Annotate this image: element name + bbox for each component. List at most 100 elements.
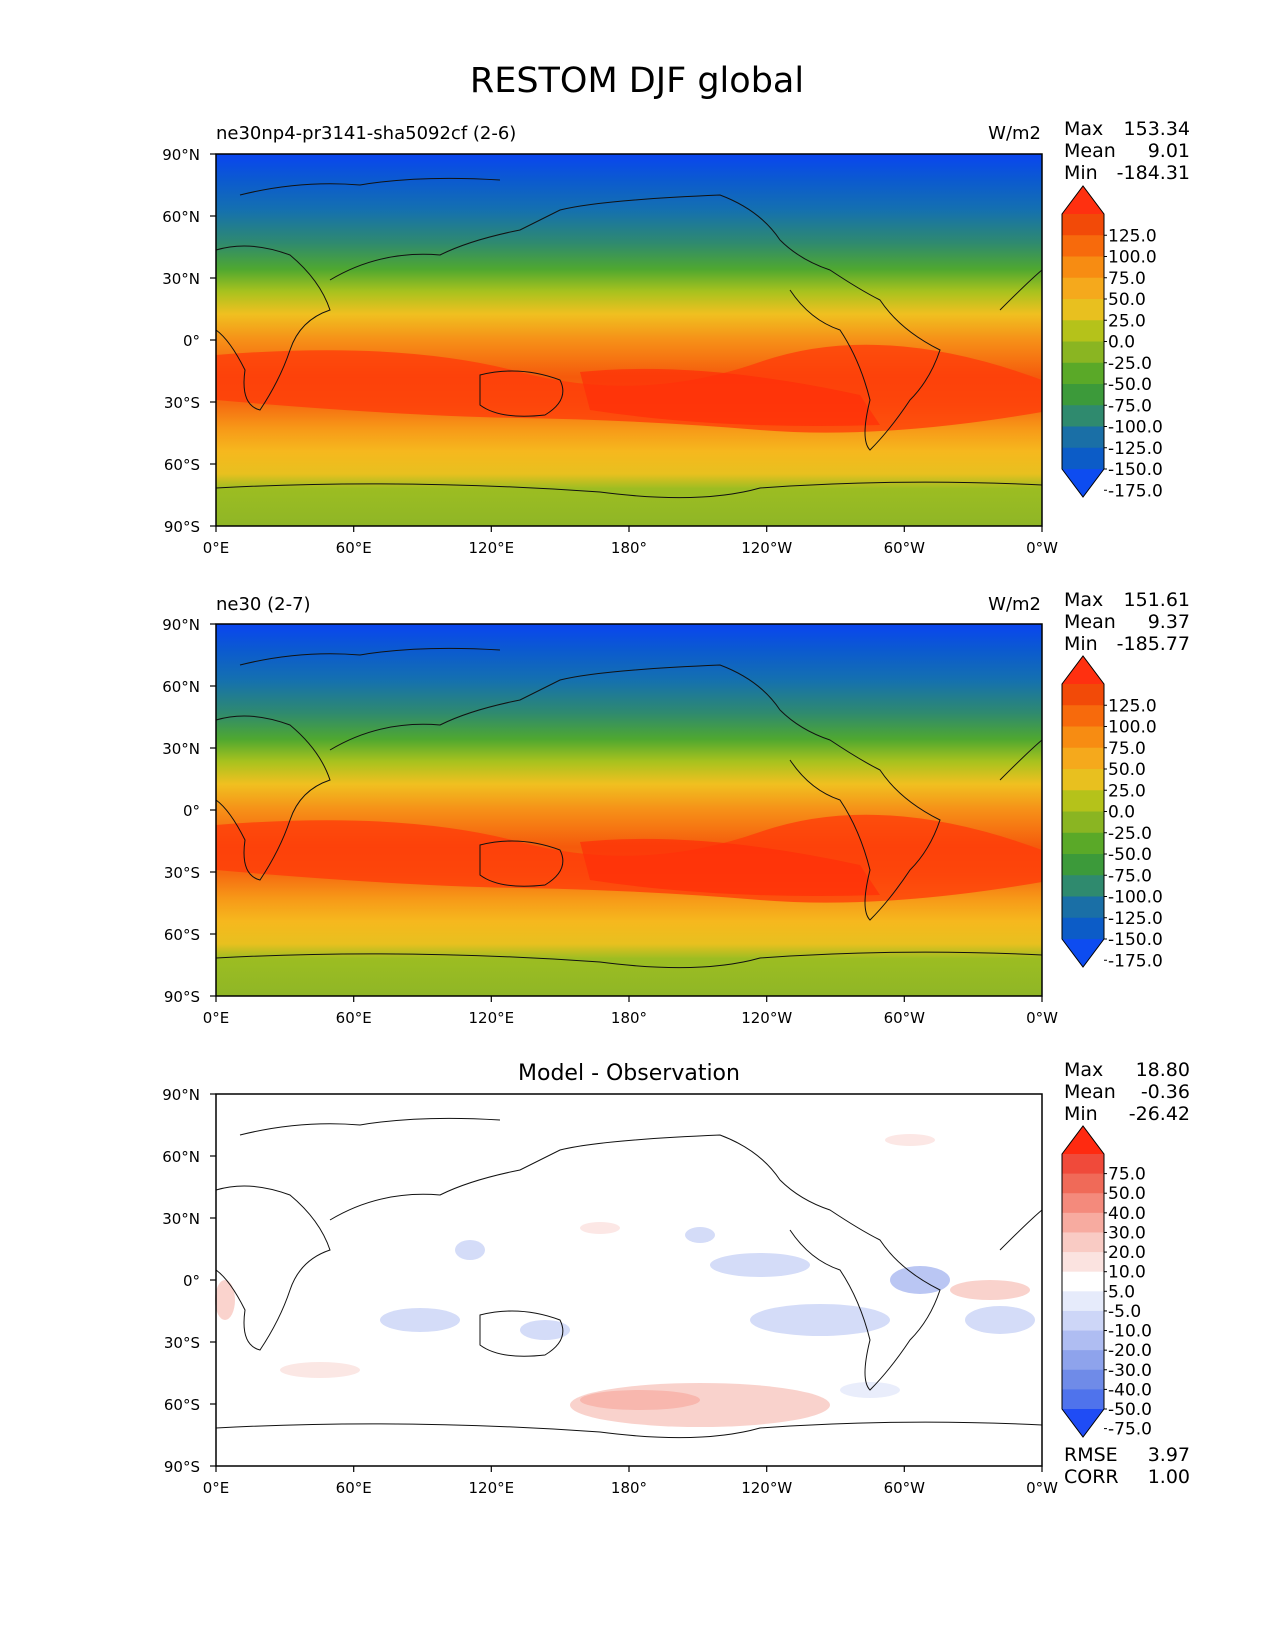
colorbar-label: -75.0 xyxy=(1108,866,1152,886)
colorbar-label: -100.0 xyxy=(1108,418,1163,438)
panel-2-lat-label: 90°N xyxy=(162,616,200,634)
colorbar-label: 125.0 xyxy=(1108,696,1157,716)
colorbar-label: -175.0 xyxy=(1108,951,1163,971)
colorbar-label: 30.0 xyxy=(1108,1223,1146,1243)
colorbar-label: -175.0 xyxy=(1108,481,1163,501)
colorbar-swatch xyxy=(1062,656,1104,684)
colorbar-label: 75.0 xyxy=(1108,1165,1146,1185)
colorbar-label: -75.0 xyxy=(1108,1420,1152,1440)
colorbar-label: 10.0 xyxy=(1108,1263,1146,1283)
colorbar-swatch xyxy=(1062,811,1104,834)
colorbar-label: -40.0 xyxy=(1108,1380,1152,1400)
colorbar-swatch xyxy=(1062,1232,1104,1253)
colorbar-swatch xyxy=(1062,1350,1104,1371)
corr-label: CORR xyxy=(1064,1466,1119,1488)
colorbar-swatch xyxy=(1062,1310,1104,1332)
panel-1-map xyxy=(215,153,1043,527)
colorbar-swatch xyxy=(1062,684,1104,706)
panel-3-lat-label: 60°N xyxy=(162,1148,200,1166)
panel-1-mean-label: Mean xyxy=(1064,140,1116,162)
panel-1-lon-label: 180° xyxy=(611,539,647,557)
colorbar-swatch xyxy=(1062,362,1104,385)
panel-3-lat-label: 90°N xyxy=(162,1086,200,1104)
colorbar-swatch xyxy=(1062,1389,1104,1410)
colorbar-label: -125.0 xyxy=(1108,439,1163,459)
panel-1-lon-label: 60°E xyxy=(336,539,372,557)
panel-1-lon-axis: 0°E 60°E 120°E 180° 120°W 60°W 0°W xyxy=(203,526,1058,557)
colorbar-label: 50.0 xyxy=(1108,290,1146,310)
panel-3: Model - Observation Max 18.80 Mean -0.36… xyxy=(162,1059,1190,1497)
panel-1-lat-label: 90°S xyxy=(164,518,200,536)
colorbar-label: -20.0 xyxy=(1108,1341,1152,1361)
colorbar-swatch xyxy=(1062,832,1104,855)
panel-3-lon-label: 120°W xyxy=(741,1479,792,1497)
colorbar-label: 25.0 xyxy=(1108,781,1146,801)
panel-3-mean-value: -0.36 xyxy=(1141,1081,1190,1103)
rmse-label: RMSE xyxy=(1064,1444,1118,1466)
panel-2-mean-label: Mean xyxy=(1064,611,1116,633)
panel-3-lon-label: 120°E xyxy=(468,1479,514,1497)
panel-1-lon-label: 120°E xyxy=(468,539,514,557)
panel-3-lon-label: 60°W xyxy=(884,1479,926,1497)
colorbar-swatch xyxy=(1062,469,1104,497)
colorbar-swatch xyxy=(1062,1369,1104,1390)
panel-2-max-value: 151.61 xyxy=(1124,589,1190,611)
panel-3-lon-axis: 0°E 60°E 120°E 180° 120°W 60°W 0°W xyxy=(203,1466,1058,1497)
colorbar-swatch xyxy=(1062,1330,1104,1351)
panel-2-stats: Max 151.61 Mean 9.37 Min -185.77 xyxy=(1064,589,1190,655)
colorbar-swatch xyxy=(1062,341,1104,364)
colorbar-label: 0.0 xyxy=(1108,333,1135,353)
colorbar-label: -50.0 xyxy=(1108,1400,1152,1420)
panel-2-min-value: -185.77 xyxy=(1117,633,1190,655)
panel-1-lat-label: 0° xyxy=(183,332,200,350)
colorbar-label: 125.0 xyxy=(1108,226,1157,246)
colorbar-label: -25.0 xyxy=(1108,824,1152,844)
panel-2-lat-label: 30°S xyxy=(164,864,200,882)
colorbar-swatch xyxy=(1062,769,1104,791)
colorbar-label: -150.0 xyxy=(1108,930,1163,950)
panel-1-max-value: 153.34 xyxy=(1124,118,1190,140)
colorbar-label: -5.0 xyxy=(1108,1302,1141,1322)
panel-1-lat-label: 30°S xyxy=(164,394,200,412)
colorbar-swatch xyxy=(1062,299,1104,321)
colorbar-label: 75.0 xyxy=(1108,269,1146,289)
rmse-value: 3.97 xyxy=(1148,1444,1190,1466)
colorbar-label: -25.0 xyxy=(1108,354,1152,374)
colorbar-swatch xyxy=(1062,214,1104,236)
colorbar-label: 75.0 xyxy=(1108,739,1146,759)
colorbar-swatch xyxy=(1062,235,1104,257)
panel-1-stats: Max 153.34 Mean 9.01 Min -184.31 xyxy=(1064,118,1190,184)
colorbar-swatch xyxy=(1062,1154,1104,1175)
panel-1-lat-axis: 90°N 60°N 30°N 0° 30°S 60°S 90°S xyxy=(162,146,216,536)
panel-3-colorbar: 75.050.040.030.020.010.05.0-5.0-10.0-20.… xyxy=(1061,1125,1152,1440)
panel-3-coastlines xyxy=(215,1117,1043,1439)
panel-1: ne30np4-pr3141-sha5092cf (2-6) W/m2 Max … xyxy=(162,118,1190,557)
panel-1-lat-label: 60°N xyxy=(162,208,200,226)
colorbar-swatch xyxy=(1062,1252,1104,1273)
colorbar-label: -10.0 xyxy=(1108,1322,1152,1342)
colorbar-swatch xyxy=(1062,854,1104,876)
panel-1-min-label: Min xyxy=(1064,162,1098,184)
panel-3-max-label: Max xyxy=(1064,1059,1103,1081)
panel-1-units: W/m2 xyxy=(988,123,1041,144)
colorbar-swatch xyxy=(1062,447,1104,470)
colorbar-label: 20.0 xyxy=(1108,1243,1146,1263)
panel-2-lon-axis: 0°E 60°E 120°E 180° 120°W 60°W 0°W xyxy=(203,996,1058,1027)
panel-3-lon-label: 60°E xyxy=(336,1479,372,1497)
colorbar-label: 40.0 xyxy=(1108,1204,1146,1224)
colorbar-swatch xyxy=(1062,1291,1104,1312)
colorbar-swatch xyxy=(1062,1126,1104,1154)
colorbar-swatch xyxy=(1062,790,1104,812)
colorbar-swatch xyxy=(1062,1193,1104,1214)
panel-2-lat-axis: 90°N 60°N 30°N 0° 30°S 60°S 90°S xyxy=(162,616,216,1006)
panel-3-lat-label: 30°N xyxy=(162,1210,200,1228)
panel-3-lat-label: 60°S xyxy=(164,1396,200,1414)
panel-3-lat-axis: 90°N 60°N 30°N 0° 30°S 60°S 90°S xyxy=(162,1086,216,1476)
panel-1-mean-value: 9.01 xyxy=(1148,140,1190,162)
panel-1-lat-label: 60°S xyxy=(164,456,200,474)
colorbar-swatch xyxy=(1062,1271,1104,1292)
panel-2-left-title: ne30 (2-7) xyxy=(216,594,311,615)
colorbar-swatch xyxy=(1062,405,1104,427)
colorbar-swatch xyxy=(1062,186,1104,214)
panel-3-max-value: 18.80 xyxy=(1136,1059,1190,1081)
